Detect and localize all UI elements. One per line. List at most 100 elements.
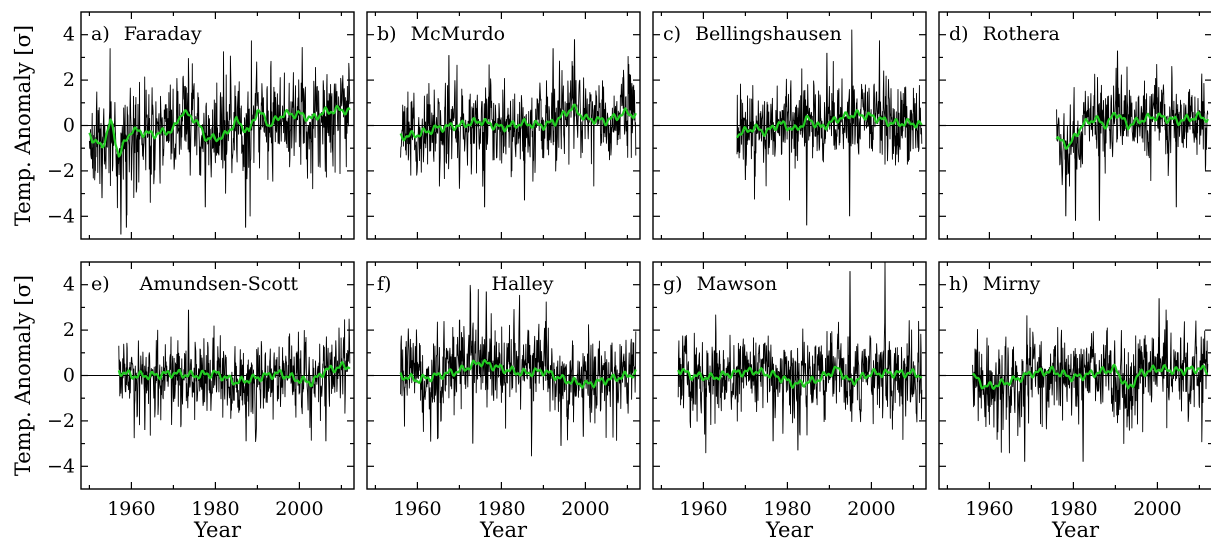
extreme-spike-4 <box>1116 50 1119 115</box>
y-tick-label: 0 <box>63 365 75 387</box>
x-tick-label: 1980 <box>191 498 239 520</box>
panel-rothera: d) Rothera <box>938 11 1211 240</box>
extreme-spike-2 <box>125 139 128 228</box>
y-axis-label: Temp. Anomaly [σ] <box>11 275 35 476</box>
extreme-spike-1 <box>825 52 828 125</box>
extreme-spike-1 <box>244 380 248 442</box>
extreme-spike-5 <box>100 148 104 199</box>
smoothed-anomaly-line <box>399 358 637 389</box>
extreme-spike-1 <box>848 271 852 382</box>
panel-title: d) Rothera <box>949 23 1060 45</box>
station-name: Halley <box>491 273 553 295</box>
panel-letter: e) <box>91 273 110 295</box>
x-axis-label: Year <box>1051 518 1100 542</box>
station-name: Rothera <box>983 23 1060 45</box>
panel-mirny: h) Mirny 1960 1980 2000 Year <box>938 261 1211 542</box>
x-axis-label: Year <box>479 518 528 542</box>
extreme-spike-2 <box>796 384 799 451</box>
panel-letter: c) <box>663 23 681 45</box>
extreme-spike-2 <box>1074 135 1077 221</box>
panel-title: c) Bellingshausen <box>663 23 842 45</box>
panel-title: f) Halley <box>377 273 554 295</box>
extreme-spike-3 <box>1158 298 1161 369</box>
extreme-spike-3 <box>703 376 706 435</box>
smoothed-anomaly-line <box>1055 111 1209 150</box>
y-axis-label: Temp. Anomaly [σ] <box>11 25 35 226</box>
extreme-spike-4 <box>244 129 247 228</box>
panel-bellingshausen: c) Bellingshausen <box>652 11 927 240</box>
extreme-spike-2 <box>1081 375 1085 462</box>
extreme-spike-1 <box>1023 375 1026 462</box>
x-tick-label: 1980 <box>763 498 811 520</box>
extreme-spike-2 <box>436 375 439 440</box>
x-tick-label: 1960 <box>107 498 155 520</box>
y-tick-label: −2 <box>47 160 75 182</box>
x-tick-label: 1960 <box>393 498 441 520</box>
panel-mcmurdo: b) McMurdo <box>366 11 641 240</box>
smoothed-anomaly-line <box>736 109 923 139</box>
station-name: Bellingshausen <box>695 23 842 45</box>
x-tick-label: 2000 <box>1133 498 1181 520</box>
smoothed-anomaly-line <box>971 363 1209 390</box>
panel-letter: a) <box>91 23 110 45</box>
panel-letter: g) <box>663 273 683 295</box>
monthly-anomaly-line <box>88 40 351 217</box>
x-axis-label: Year <box>765 518 814 542</box>
extreme-spike-1 <box>1064 144 1067 217</box>
monthly-anomaly-line <box>1056 63 1209 187</box>
panel-title: a) Faraday <box>91 23 202 45</box>
panel-faraday: −4 −2 0 2 4 a) Faraday Temp. Anomaly [σ] <box>11 11 355 240</box>
y-tick-label: 4 <box>63 24 75 46</box>
extreme-spike-1 <box>485 291 488 364</box>
smoothed-anomaly-line <box>399 103 637 142</box>
panel-title: e) Amundsen-Scott <box>91 273 298 295</box>
extreme-spike-5 <box>582 384 585 437</box>
x-tick-label: 2000 <box>561 498 609 520</box>
x-tick-label: 1980 <box>1049 498 1097 520</box>
y-tick-label: 2 <box>63 319 75 341</box>
extreme-spike-1 <box>119 150 122 235</box>
extreme-spike-3 <box>204 136 207 208</box>
extreme-spike-3 <box>471 365 474 444</box>
extreme-spike-2 <box>324 370 327 442</box>
station-name: McMurdo <box>411 23 505 45</box>
extreme-spike-4 <box>996 384 999 433</box>
y-tick-label: 4 <box>63 274 75 296</box>
y-tick-label: −4 <box>47 205 75 227</box>
extreme-spike-4 <box>772 375 775 442</box>
panel-mawson: g) Mawson 1960 1980 2000 Year <box>652 261 927 542</box>
panel-letter: f) <box>377 273 391 295</box>
extreme-spike-2 <box>805 120 808 226</box>
extreme-spike-3 <box>1098 121 1101 221</box>
extreme-spike-3 <box>143 375 146 431</box>
y-tick-label: −2 <box>47 410 75 432</box>
extreme-spike-4 <box>187 309 190 375</box>
extreme-spike-5 <box>523 123 526 201</box>
y-tick-label: −4 <box>47 455 75 477</box>
extreme-spike-3 <box>848 115 851 217</box>
y-tick-label: 2 <box>63 69 75 91</box>
monthly-anomaly-line <box>736 29 923 201</box>
smoothed-anomaly-line <box>117 361 351 388</box>
panel-halley: f) Halley 1960 1980 2000 Year <box>366 261 641 542</box>
x-tick-label: 1980 <box>477 498 525 520</box>
station-name: Faraday <box>124 23 202 45</box>
panel-letter: h) <box>949 273 969 295</box>
x-tick-label: 1960 <box>679 498 727 520</box>
station-name: Mawson <box>697 273 777 295</box>
smoothed-anomaly-line <box>88 104 351 158</box>
monthly-anomaly-line <box>400 284 637 457</box>
x-tick-label: 1960 <box>965 498 1013 520</box>
station-name: Amundsen-Scott <box>139 273 299 295</box>
extreme-spike-5 <box>1175 120 1178 208</box>
extreme-spike-4 <box>744 131 747 181</box>
extreme-spike-3 <box>573 39 576 109</box>
x-tick-label: 2000 <box>847 498 895 520</box>
panel-title: b) McMurdo <box>377 23 505 45</box>
extreme-spike-4 <box>483 122 486 208</box>
smoothed-anomaly-line <box>677 365 923 389</box>
extreme-spike-4 <box>559 378 563 446</box>
panel-letter: d) <box>949 23 969 45</box>
panel-letter: b) <box>377 23 397 45</box>
